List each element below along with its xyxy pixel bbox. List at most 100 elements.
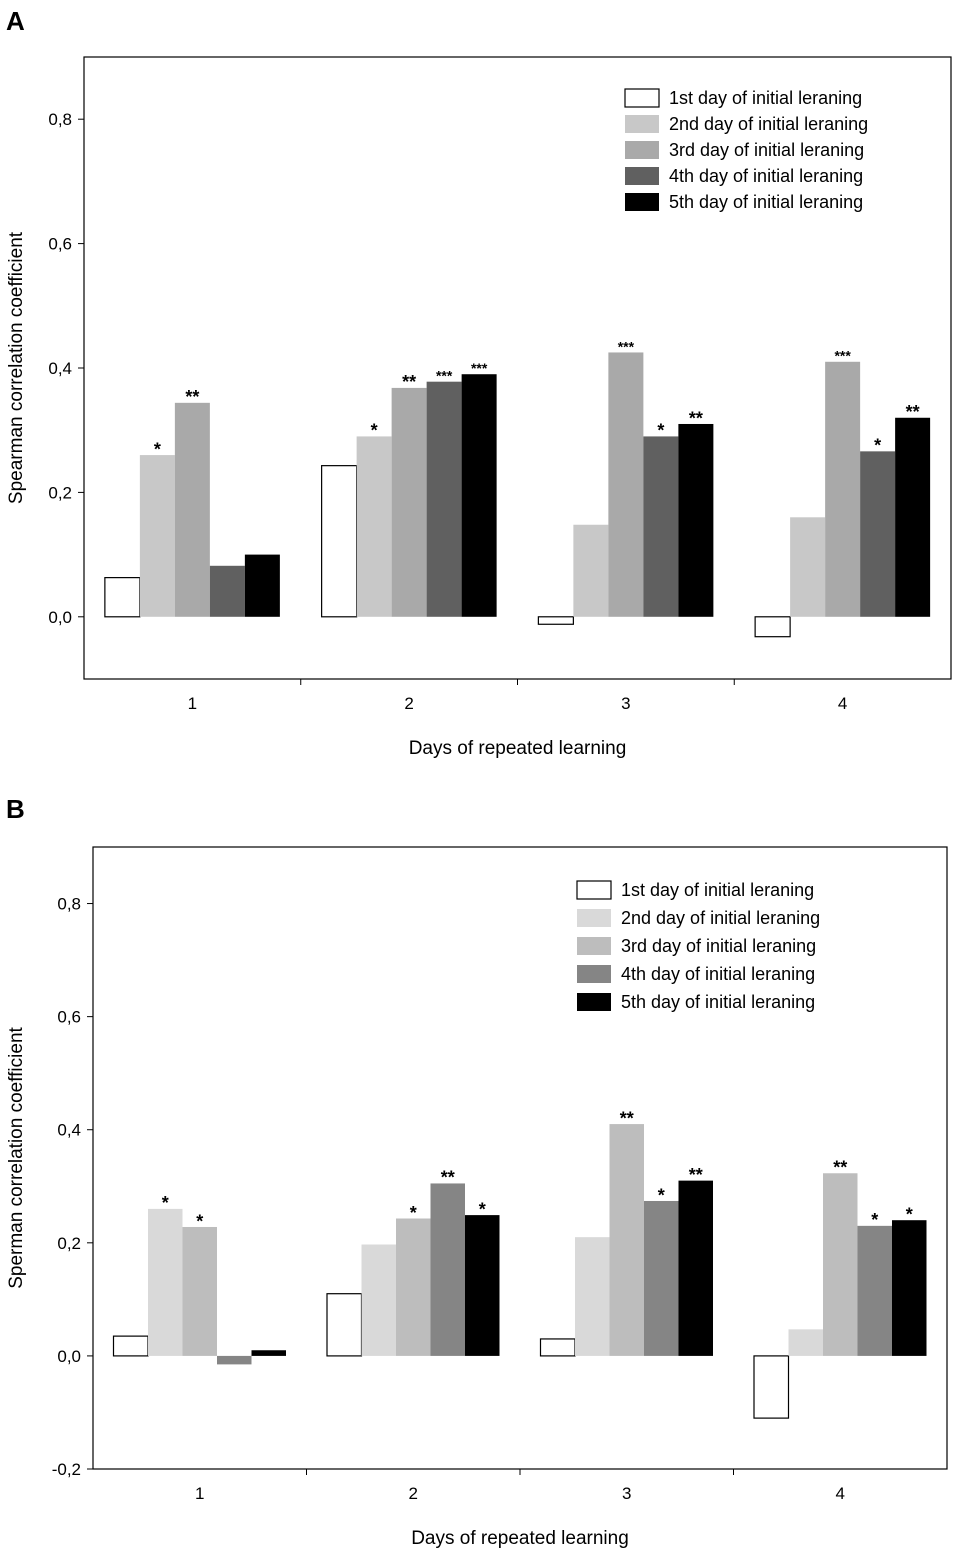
significance-marker: ** <box>833 1158 847 1178</box>
legend-swatch <box>577 909 611 927</box>
significance-marker: * <box>410 1203 417 1223</box>
legend-label: 5th day of initial leraning <box>669 192 863 212</box>
significance-marker: * <box>658 1185 665 1205</box>
significance-marker: *** <box>834 348 851 364</box>
bar <box>112 1335 149 1357</box>
significance-marker: * <box>154 439 161 459</box>
x-tick-label: 4 <box>838 694 847 713</box>
bar <box>678 1180 713 1356</box>
x-tick-label: 2 <box>404 694 413 713</box>
bar <box>465 1215 500 1356</box>
significance-marker: *** <box>618 338 635 354</box>
y-tick-label: 0,2 <box>48 483 72 502</box>
significance-marker: ** <box>906 402 920 422</box>
legend-label: 1st day of initial leraning <box>669 88 862 108</box>
bar <box>391 387 427 617</box>
x-tick-label: 1 <box>195 1484 204 1503</box>
legend-label: 4th day of initial leraning <box>669 166 863 186</box>
bar <box>148 1208 183 1356</box>
significance-marker: * <box>371 421 378 441</box>
legend-swatch <box>625 115 659 133</box>
y-tick-label: 0,6 <box>48 235 72 254</box>
bar <box>356 436 392 617</box>
bar <box>790 517 826 617</box>
legend-label: 5th day of initial leraning <box>621 992 815 1012</box>
bar <box>860 451 896 617</box>
bar <box>182 1226 217 1356</box>
bar <box>573 524 609 617</box>
chart-a: 0,00,20,40,60,81***2*** *** ***3******4***… <box>6 56 952 759</box>
significance-marker: * <box>162 1193 169 1213</box>
bar <box>537 616 574 625</box>
panel-a-label: A <box>6 6 25 36</box>
legend-label: 2nd day of initial leraning <box>669 114 868 134</box>
plot-frame <box>92 846 948 1470</box>
y-tick-label: 0,4 <box>57 1121 81 1140</box>
significance-marker: ** <box>402 372 416 392</box>
panel-b-label: B <box>6 794 25 824</box>
y-tick-label: 0,2 <box>57 1234 81 1253</box>
y-axis-label: Sperman correlation coefficient <box>6 1027 27 1289</box>
legend-label: 3rd day of initial leraning <box>669 140 864 160</box>
y-tick-label: 0,8 <box>48 110 72 129</box>
y-tick-label: 0,0 <box>57 1347 81 1366</box>
legend-swatch <box>577 965 611 983</box>
significance-marker: *** <box>471 360 488 376</box>
significance-marker: ** <box>689 1165 703 1185</box>
bar <box>461 374 497 617</box>
bar <box>678 423 714 617</box>
y-tick-label: 0,4 <box>48 359 72 378</box>
legend-label: 4th day of initial leraning <box>621 964 815 984</box>
bar <box>396 1218 431 1356</box>
significance-marker: * <box>479 1199 486 1219</box>
y-tick-label: 0,6 <box>57 1008 81 1027</box>
bar <box>788 1329 823 1356</box>
bar <box>609 1124 644 1356</box>
significance-marker: * <box>657 421 664 441</box>
significance-marker: *** <box>436 368 453 384</box>
x-tick-label: 2 <box>409 1484 418 1503</box>
significance-marker: ** <box>185 387 199 407</box>
legend-label: 2nd day of initial leraning <box>621 908 820 928</box>
legend-label: 1st day of initial leraning <box>621 880 814 900</box>
legend-swatch <box>577 937 611 955</box>
x-tick-label: 3 <box>622 1484 631 1503</box>
bar <box>644 1200 679 1356</box>
bar <box>326 1293 363 1357</box>
x-tick-label: 3 <box>621 694 630 713</box>
significance-marker: * <box>874 436 881 456</box>
bar <box>244 554 280 617</box>
bar <box>857 1225 892 1356</box>
y-tick-label: -0,2 <box>52 1460 81 1479</box>
legend-swatch <box>624 88 660 108</box>
y-axis-label: Spearman correlation coefficient <box>6 231 27 504</box>
significance-marker: * <box>871 1210 878 1230</box>
bar <box>217 1355 252 1365</box>
bar <box>892 1220 927 1356</box>
bar <box>753 1355 790 1419</box>
x-tick-label: 1 <box>188 694 197 713</box>
legend-label: 3rd day of initial leraning <box>621 936 816 956</box>
y-tick-label: 0,8 <box>57 895 81 914</box>
chart-b: -0,20,00,20,40,60,81**2****3*****4*** *Da… <box>6 846 948 1549</box>
bar <box>608 352 644 617</box>
bar <box>539 1338 576 1357</box>
legend-swatch <box>625 193 659 211</box>
bar <box>575 1237 610 1356</box>
legend-swatch <box>577 993 611 1011</box>
bar <box>426 381 462 617</box>
x-tick-label: 4 <box>836 1484 845 1503</box>
bar <box>754 616 791 638</box>
bar <box>895 417 931 617</box>
bar <box>361 1244 396 1356</box>
significance-marker: ** <box>689 408 703 428</box>
legend-swatch <box>625 141 659 159</box>
significance-marker: * <box>906 1205 913 1225</box>
bar <box>825 361 861 617</box>
bar <box>139 455 175 617</box>
bar <box>823 1173 858 1356</box>
bar <box>321 465 358 618</box>
significance-marker: ** <box>441 1168 455 1188</box>
legend-swatch <box>625 167 659 185</box>
bar <box>104 577 141 618</box>
